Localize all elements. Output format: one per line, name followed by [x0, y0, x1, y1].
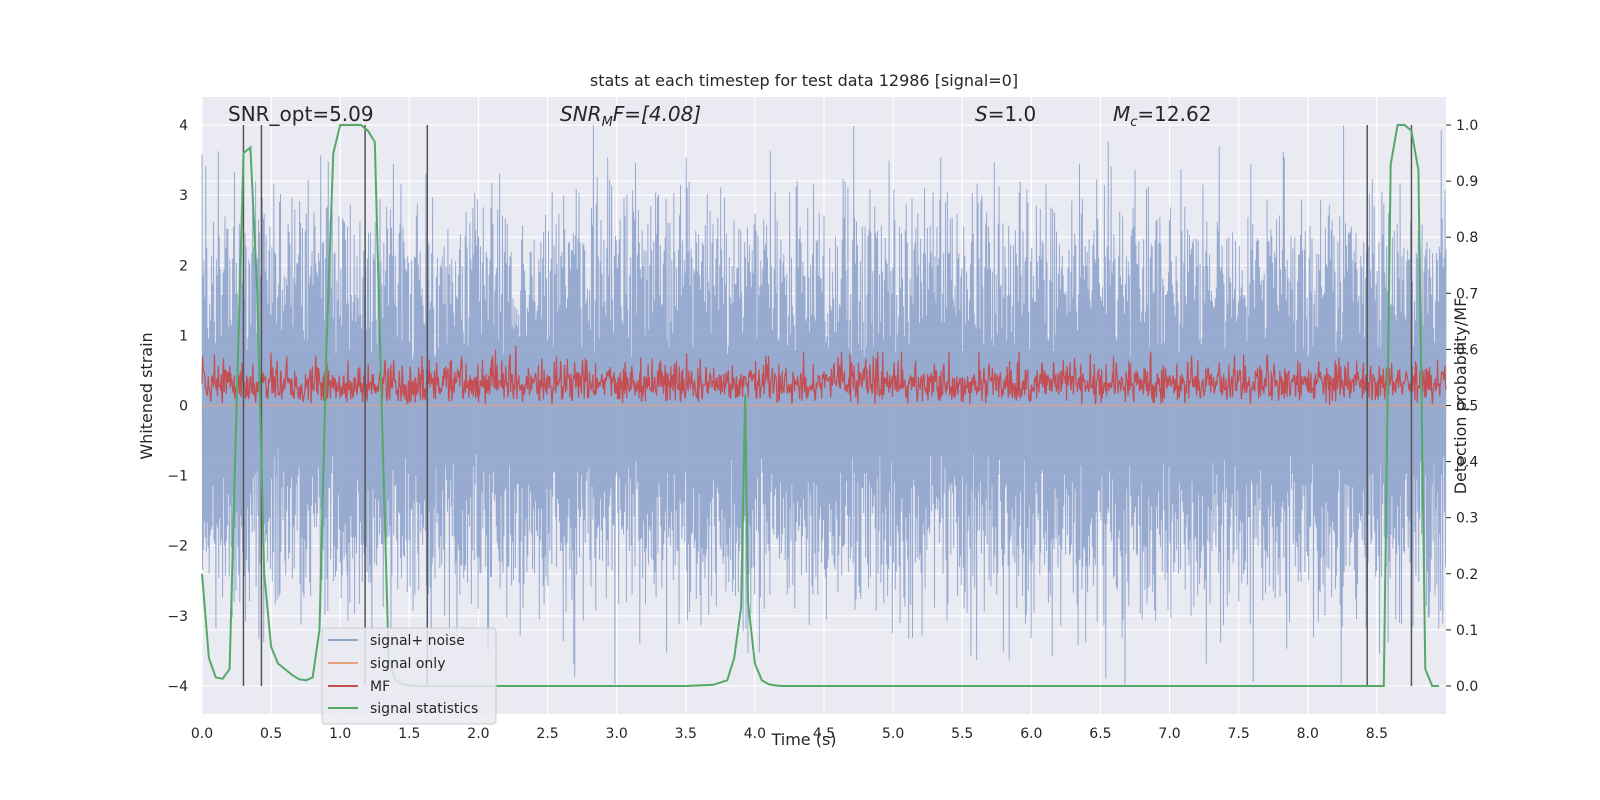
- y2-tick-label: 0.9: [1456, 174, 1478, 190]
- x-tick-label: 2.0: [467, 726, 489, 742]
- mf-line: [201, 345, 1447, 406]
- s-annotation: S=1.0: [975, 102, 1036, 126]
- y-tick-label: −2: [167, 539, 188, 555]
- y2-tick-label: 0.0: [1456, 679, 1478, 695]
- x-tick-label: 2.5: [536, 726, 558, 742]
- x-axis-label: Time (s): [770, 730, 836, 749]
- vertical-markers: [242, 125, 1413, 686]
- y2-tick-label: 0.3: [1456, 511, 1478, 527]
- legend-label-signal-only: signal only: [370, 656, 445, 672]
- y2-tick-label: 0.6: [1456, 342, 1478, 358]
- x-tick-label: 4.0: [744, 726, 766, 742]
- x-tick-label: 5.0: [882, 726, 904, 742]
- y-tick-label: 0: [179, 399, 188, 415]
- y-tick-label: −3: [167, 609, 188, 625]
- x-tick-label: 6.5: [1089, 726, 1111, 742]
- x-tick-label: 8.0: [1297, 726, 1319, 742]
- legend-label-signal-statistics: signal statistics: [370, 701, 478, 717]
- signal-noise-series: [201, 124, 1447, 685]
- y-tick-label: −4: [167, 679, 188, 695]
- x-tick-label: 8.5: [1366, 726, 1388, 742]
- x-tick-label: 1.5: [398, 726, 420, 742]
- mf-series: [201, 345, 1447, 406]
- x-tick-label: 3.0: [606, 726, 628, 742]
- y-axis-ticks: −4 −3 −2 −1 0 1 2 3 4: [167, 118, 188, 695]
- x-axis-ticks: 0.0 0.5 1.0 1.5 2.0 2.5 3.0 3.5 4.0 4.5 5.0 5.5 6.0 6…: [191, 726, 1388, 742]
- x-tick-label: 1.0: [329, 726, 351, 742]
- y-tick-label: 1: [179, 328, 188, 344]
- y-tick-label: 3: [179, 188, 188, 204]
- y-tick-label: −1: [167, 469, 188, 485]
- y2-tick-label: 0.5: [1456, 399, 1478, 415]
- y-axis-label: Whitened strain: [137, 332, 156, 459]
- x-tick-label: 7.5: [1228, 726, 1250, 742]
- legend-box: [321, 627, 497, 725]
- x-tick-label: 6.0: [1020, 726, 1042, 742]
- x-tick-label: 4.5: [813, 726, 835, 742]
- y2-tick-label: 0.7: [1456, 286, 1478, 302]
- legend-label-signal-noise: signal+ noise: [370, 633, 465, 649]
- legend-label-mf: MF: [370, 679, 390, 695]
- y-tick-label: 4: [179, 118, 188, 134]
- y2-tick-label: 0.4: [1456, 455, 1478, 471]
- snr-opt-annotation: SNR_opt=5.09: [228, 102, 374, 126]
- x-tick-label: 0.0: [191, 726, 213, 742]
- mc-annotation: Mc=12.62: [1113, 102, 1211, 130]
- y2-tick-label: 0.8: [1456, 230, 1478, 246]
- y2-axis-label: Detection probability/MF: [1451, 298, 1470, 495]
- x-tick-label: 3.5: [675, 726, 697, 742]
- y-tick-label: 2: [179, 258, 188, 274]
- y2-tick-label: 0.2: [1456, 567, 1478, 583]
- y2-tick-label: 0.1: [1456, 623, 1478, 639]
- x-tick-label: 0.5: [260, 726, 282, 742]
- legend: signal+ noise signal only MF signal stat…: [321, 627, 497, 725]
- chart-title: stats at each timestep for test data 129…: [590, 71, 1018, 90]
- y2-axis-ticks: 0.0 0.1 0.2 0.3 0.4 0.5 0.6 0.7 0.8 0.9 1.0: [1446, 118, 1478, 695]
- x-tick-label: 7.0: [1158, 726, 1180, 742]
- signal-noise-line: [201, 124, 1447, 685]
- snr-mf-annotation: SNRMF=[4.08]: [560, 102, 701, 130]
- y2-tick-label: 1.0: [1456, 118, 1478, 134]
- x-tick-label: 5.5: [951, 726, 973, 742]
